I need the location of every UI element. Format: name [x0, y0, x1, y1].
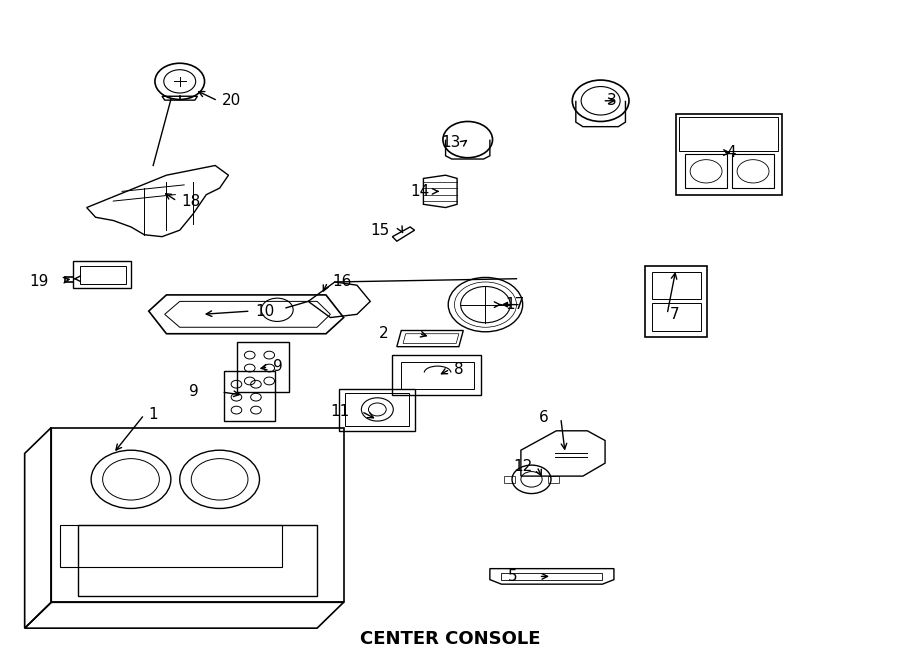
Text: 9: 9	[189, 385, 198, 399]
Text: 7: 7	[670, 307, 680, 322]
Bar	[652, 272, 701, 299]
Text: 13: 13	[441, 136, 461, 150]
Bar	[401, 362, 474, 389]
Text: 17: 17	[505, 297, 524, 312]
Bar	[652, 303, 701, 330]
Bar	[548, 476, 559, 483]
Bar	[679, 117, 778, 151]
Bar	[77, 525, 317, 596]
Bar	[238, 342, 289, 392]
Text: 15: 15	[370, 223, 390, 238]
Bar	[74, 261, 131, 288]
Text: 19: 19	[29, 274, 49, 290]
Text: 5: 5	[508, 569, 518, 584]
Text: 12: 12	[514, 459, 533, 474]
Text: 18: 18	[182, 194, 201, 209]
Text: 2: 2	[379, 327, 389, 341]
Bar	[392, 355, 481, 395]
Text: 20: 20	[222, 93, 241, 108]
Bar	[504, 476, 515, 483]
Bar	[685, 155, 727, 188]
Bar	[732, 155, 774, 188]
Text: 6: 6	[538, 410, 548, 426]
Text: 8: 8	[454, 362, 464, 377]
Text: 1: 1	[148, 407, 158, 422]
Text: 3: 3	[607, 93, 616, 108]
Text: 14: 14	[410, 184, 429, 199]
Text: 9: 9	[273, 359, 283, 374]
Bar	[346, 393, 410, 426]
Text: 4: 4	[726, 145, 736, 160]
Bar	[60, 525, 282, 566]
Bar	[79, 266, 126, 284]
Text: 16: 16	[332, 274, 352, 290]
Bar	[339, 389, 415, 431]
Text: 11: 11	[330, 404, 349, 419]
Bar	[224, 371, 275, 421]
Text: 10: 10	[255, 303, 274, 319]
Text: CENTER CONSOLE: CENTER CONSOLE	[360, 629, 540, 648]
